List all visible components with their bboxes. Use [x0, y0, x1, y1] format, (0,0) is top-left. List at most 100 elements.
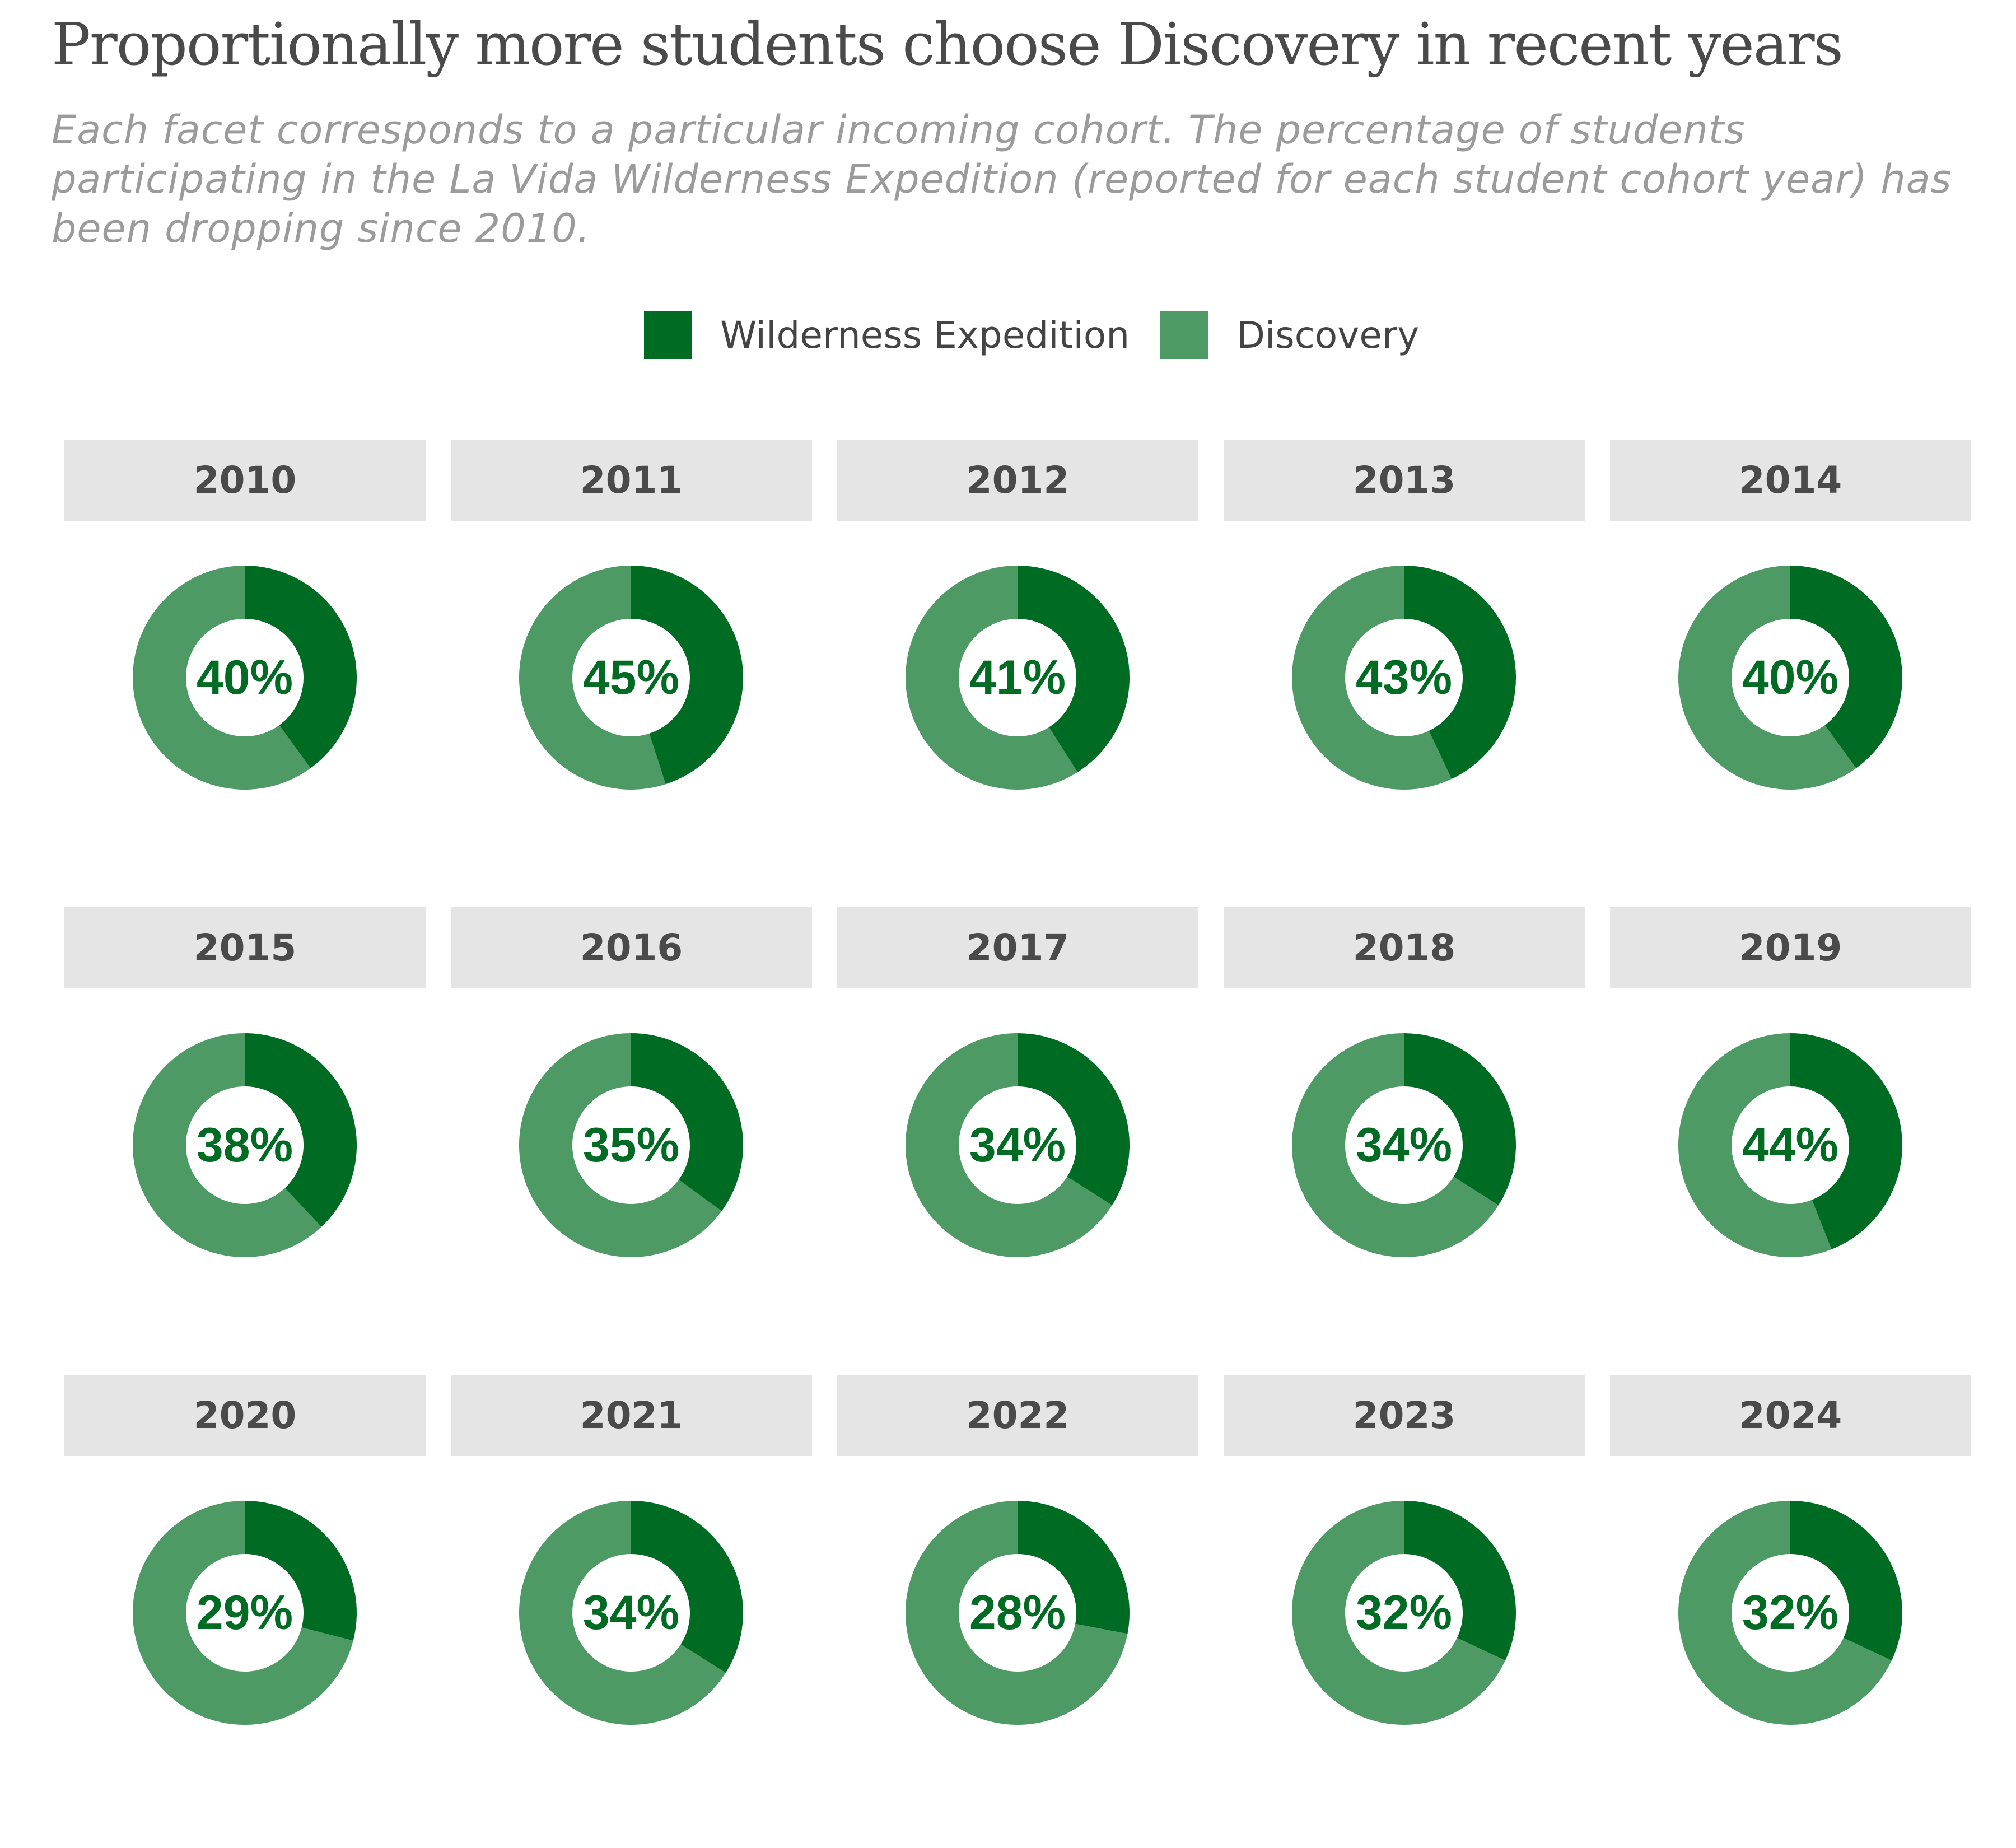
facet-strip-label: 2010: [64, 440, 426, 521]
percent-label: 43%: [1356, 651, 1452, 704]
facet-strip-label: 2017: [837, 907, 1198, 988]
slice-discovery: [905, 566, 1078, 790]
percent-label: 32%: [1356, 1586, 1452, 1640]
slice-wilderness: [245, 1501, 357, 1641]
facet-2015: 2015 38%: [64, 907, 426, 1350]
chart-subtitle: Each facet corresponds to a particular i…: [52, 107, 1952, 251]
facet-2024: 2024 32%: [1610, 1375, 1971, 1817]
donut-chart: 32%: [1678, 1501, 1902, 1725]
slice-wilderness: [1018, 566, 1130, 772]
percent-label: 34%: [583, 1586, 679, 1640]
donut-chart: 29%: [132, 1501, 357, 1725]
facet-strip-label: 2012: [837, 440, 1198, 521]
facet-strip-label: 2013: [1224, 440, 1585, 521]
facet-strip-label: 2011: [451, 440, 812, 521]
slice-wilderness: [1018, 1501, 1130, 1634]
slice-discovery: [906, 1501, 1128, 1725]
facet-strip-label: 2020: [64, 1375, 426, 1456]
facet-strip-label: 2016: [451, 907, 812, 988]
percent-label: 29%: [197, 1586, 293, 1640]
slice-discovery: [132, 1501, 353, 1725]
facet-2014: 2014 40%: [1610, 440, 1971, 882]
legend-label-discovery: Discovery: [1236, 313, 1420, 357]
facet-strip-label: 2015: [64, 907, 426, 988]
slice-discovery: [519, 1033, 722, 1257]
percent-label: 41%: [969, 651, 1066, 704]
facet-2018: 2018 34%: [1224, 907, 1585, 1350]
facet-2020: 2020 29%: [64, 1375, 426, 1817]
slice-wilderness: [631, 1501, 743, 1673]
slice-discovery: [519, 1501, 726, 1725]
slice-discovery: [133, 566, 311, 790]
percent-label: 44%: [1742, 1118, 1838, 1172]
donut-chart: 45%: [519, 566, 743, 790]
facet-2022: 2022 28%: [837, 1375, 1198, 1817]
percent-label: 40%: [197, 651, 293, 704]
facet-strip-label: 2021: [451, 1375, 812, 1456]
slice-wilderness: [1404, 1501, 1516, 1661]
slice-wilderness: [631, 1033, 743, 1211]
slice-discovery: [133, 1033, 321, 1257]
slice-wilderness: [1018, 1033, 1130, 1206]
donut-chart: 34%: [519, 1501, 743, 1725]
chart-title: Proportionally more students choose Disc…: [52, 10, 1844, 78]
facet-strip-label: 2014: [1610, 440, 1971, 521]
donut-chart: 38%: [133, 1033, 357, 1257]
slice-wilderness: [245, 566, 357, 768]
percent-label: 45%: [583, 651, 679, 704]
slice-discovery: [906, 1033, 1112, 1257]
facet-strip-label: 2023: [1224, 1375, 1585, 1456]
donut-chart: 32%: [1292, 1501, 1516, 1725]
facet-2012: 2012 41%: [837, 440, 1198, 882]
percent-label: 34%: [1356, 1118, 1452, 1172]
legend: Wilderness Expedition Discovery: [644, 311, 1450, 359]
slice-wilderness: [1404, 566, 1516, 779]
facet-strip-label: 2018: [1224, 907, 1585, 988]
donut-chart: 44%: [1678, 1033, 1902, 1257]
slice-discovery: [519, 566, 666, 790]
slice-discovery: [1292, 566, 1452, 790]
facet-2023: 2023 32%: [1224, 1375, 1585, 1817]
percent-label: 40%: [1742, 651, 1838, 704]
percent-label: 34%: [969, 1118, 1066, 1172]
slice-wilderness: [1404, 1033, 1516, 1206]
slice-wilderness: [631, 566, 743, 785]
donut-chart: 41%: [905, 566, 1130, 790]
percent-label: 38%: [197, 1118, 293, 1172]
slice-discovery: [1678, 1501, 1892, 1725]
legend-swatch-discovery: [1160, 311, 1209, 359]
facet-2017: 2017 34%: [837, 907, 1198, 1350]
donut-chart: 43%: [1292, 566, 1516, 790]
slice-wilderness: [1790, 1033, 1902, 1249]
slice-wilderness: [245, 1033, 357, 1227]
facet-2016: 2016 35%: [451, 907, 812, 1350]
slice-discovery: [1292, 1033, 1499, 1257]
facet-2019: 2019 44%: [1610, 907, 1971, 1350]
facet-strip-label: 2019: [1610, 907, 1971, 988]
facet-2013: 2013 43%: [1224, 440, 1585, 882]
facet-2010: 2010 40%: [64, 440, 426, 882]
slice-discovery: [1678, 1033, 1832, 1257]
legend-item-discovery: Discovery: [1160, 311, 1419, 359]
slice-discovery: [1678, 566, 1856, 790]
percent-label: 35%: [583, 1118, 679, 1172]
slice-discovery: [1292, 1501, 1505, 1725]
slice-wilderness: [1790, 1501, 1902, 1661]
donut-chart: 40%: [133, 566, 357, 790]
donut-chart: 40%: [1678, 566, 1902, 790]
percent-label: 32%: [1742, 1586, 1838, 1640]
legend-swatch-wilderness: [644, 311, 692, 359]
donut-chart: 34%: [1292, 1033, 1516, 1257]
facet-strip-label: 2024: [1610, 1375, 1971, 1456]
facet-2011: 2011 45%: [451, 440, 812, 882]
slice-wilderness: [1790, 566, 1902, 768]
facet-strip-label: 2022: [837, 1375, 1198, 1456]
legend-label-wilderness: Wilderness Expedition: [720, 313, 1130, 357]
donut-chart: 35%: [519, 1033, 743, 1257]
donut-chart: 28%: [906, 1501, 1130, 1725]
percent-label: 28%: [969, 1586, 1066, 1640]
legend-item-wilderness: Wilderness Expedition: [644, 311, 1130, 359]
facet-2021: 2021 34%: [451, 1375, 812, 1817]
donut-chart: 34%: [906, 1033, 1130, 1257]
